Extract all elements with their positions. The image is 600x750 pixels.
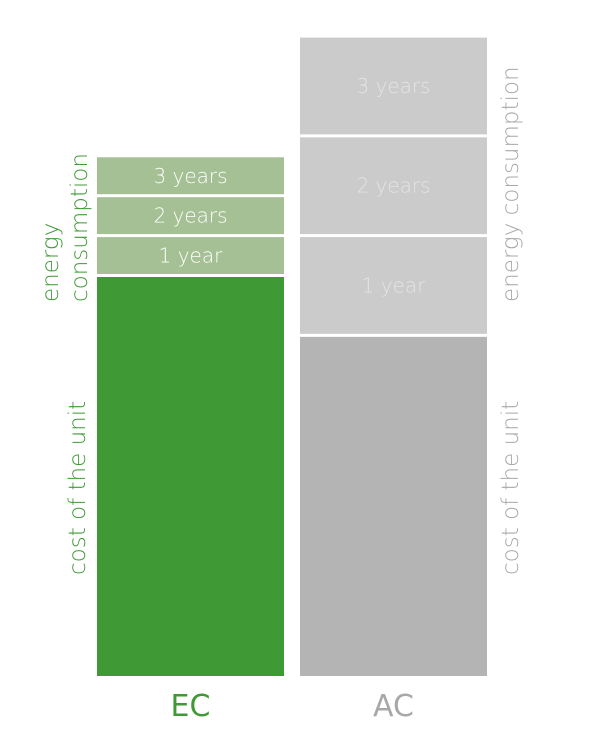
ec-unit-label: cost of the unit <box>65 401 91 575</box>
ec-energy-label-line1: energy <box>38 223 64 302</box>
ec-segment-label-y2: 2 years <box>153 204 227 228</box>
ac-bar-y3 <box>300 37 487 135</box>
ec-bar-y3 <box>97 157 284 195</box>
ec-bar-y2 <box>97 197 284 235</box>
ac-bar-unit <box>300 336 487 676</box>
ec-segment-label-y3: 3 years <box>153 164 227 188</box>
ac-bar-y1 <box>300 237 487 334</box>
ec-category-label: EC <box>171 689 211 724</box>
ac-energy-label: energy consumption <box>498 66 524 302</box>
labels-layer: 1 year 2 years 3 years EC 1 year 2 years 3 yea… <box>153 74 430 724</box>
ac-bar-y2 <box>300 137 487 235</box>
ec-bar-unit <box>97 277 284 676</box>
ac-category-label: AC <box>373 689 414 724</box>
ac-segment-label-y3: 3 years <box>356 74 430 98</box>
ac-segment-label-y1: 1 year <box>362 273 426 297</box>
bars-layer <box>97 37 487 676</box>
ec-energy-label-line2: consumption <box>67 153 93 302</box>
ec-bar-y1 <box>97 237 284 274</box>
ec-segment-label-y1: 1 year <box>159 244 223 268</box>
ac-unit-label: cost of the unit <box>498 401 524 575</box>
ac-segment-label-y2: 2 years <box>356 174 430 198</box>
